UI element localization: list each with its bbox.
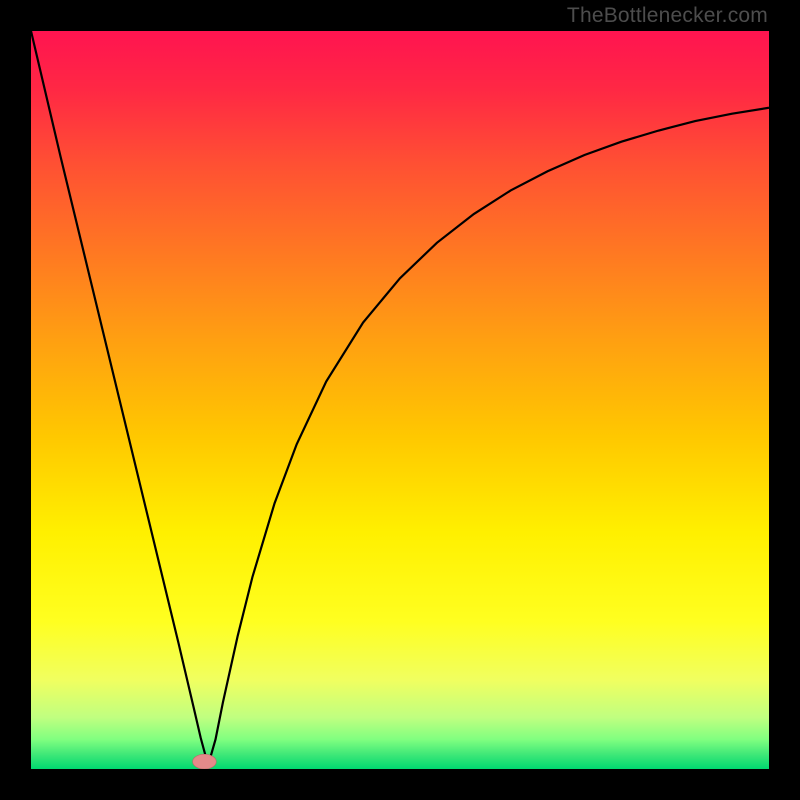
chart-plot-area (31, 31, 769, 769)
chart-svg (31, 31, 769, 769)
watermark-text: TheBottlenecker.com (567, 4, 768, 28)
minimum-marker (193, 754, 217, 769)
gradient-background (31, 31, 769, 769)
